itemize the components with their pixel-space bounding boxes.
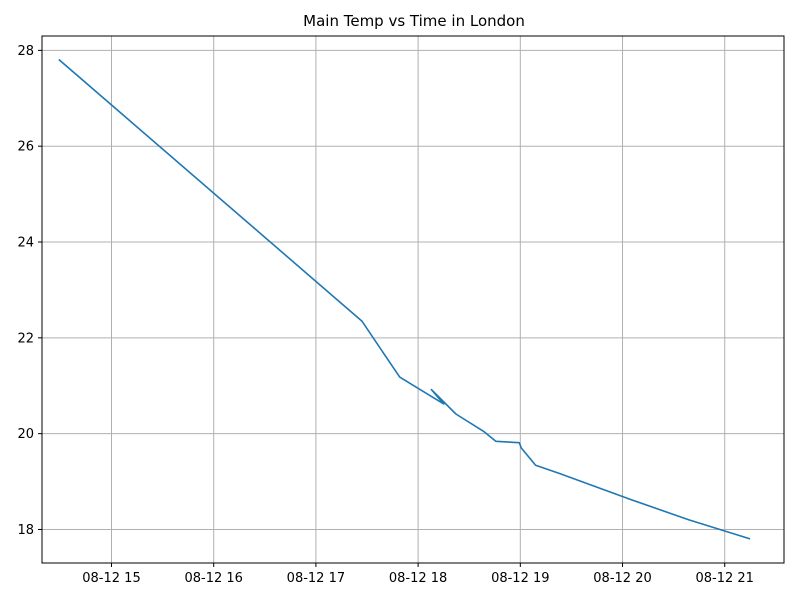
- x-tick-label: 08-12 18: [389, 571, 447, 586]
- x-tick-label: 08-12 19: [491, 571, 549, 586]
- y-tick-label: 28: [17, 44, 34, 59]
- gridlines: [42, 36, 784, 563]
- x-tick-label: 08-12 20: [593, 571, 651, 586]
- y-tick-label: 24: [17, 236, 34, 251]
- plot-frame: [41, 35, 785, 564]
- x-tick-label: 08-12 15: [82, 571, 140, 586]
- x-axis: 08-12 15 08-12 16 08-12 17 08-12 18 08-12 19…: [82, 563, 754, 586]
- chart-title: Main Temp vs Time in London: [303, 12, 525, 30]
- temperature-line: [58, 58, 751, 540]
- x-tick-label: 08-12 17: [287, 571, 345, 586]
- y-tick-label: 20: [17, 427, 34, 442]
- y-tick-label: 22: [17, 331, 34, 346]
- y-tick-label: 18: [17, 523, 34, 538]
- data-series: [58, 58, 751, 540]
- x-tick-label: 08-12 16: [184, 571, 242, 586]
- x-tick-label: 08-12 21: [695, 571, 753, 586]
- y-tick-label: 26: [17, 140, 34, 155]
- y-axis: 18 20 22 24 26 28: [17, 44, 42, 538]
